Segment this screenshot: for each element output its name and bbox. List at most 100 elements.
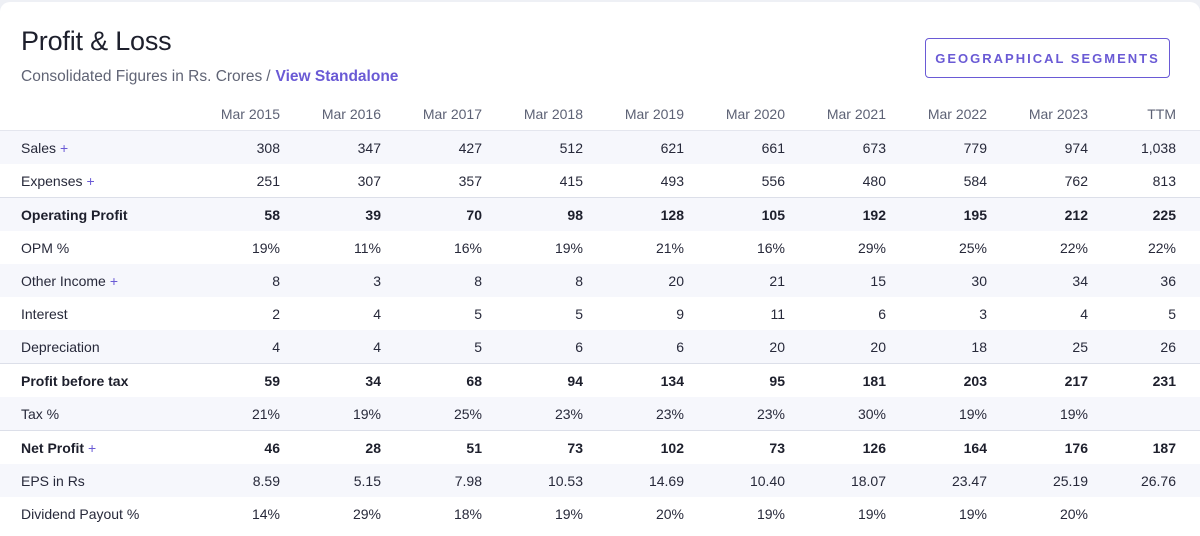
page-title: Profit & Loss bbox=[21, 26, 172, 56]
table-cell: 23.47 bbox=[896, 464, 997, 497]
table-cell: 14% bbox=[251, 505, 280, 522]
table-cell: 25% bbox=[391, 397, 492, 431]
table-cell: 181 bbox=[795, 363, 896, 397]
table-cell: 5 bbox=[391, 330, 492, 364]
expand-row-icon[interactable]: + bbox=[60, 139, 69, 156]
row-label: Dividend Payout % bbox=[21, 505, 140, 522]
table-cell: 307 bbox=[357, 172, 381, 189]
table-cell: 8 bbox=[391, 264, 492, 297]
row-label[interactable]: Net Profit bbox=[21, 439, 84, 456]
row-label-cell: EPS in Rs bbox=[0, 464, 189, 497]
table-cell: 105 bbox=[694, 197, 795, 231]
row-label[interactable]: Other Income bbox=[21, 272, 106, 289]
table-cell: 34 bbox=[290, 363, 391, 397]
table-cell: 347 bbox=[290, 130, 391, 164]
table-cell: 621 bbox=[593, 130, 694, 164]
column-header: Mar 2018 bbox=[492, 97, 593, 131]
table-cell: 217 bbox=[997, 363, 1098, 397]
expand-row-icon[interactable]: + bbox=[88, 439, 97, 456]
table-cell: 5 bbox=[575, 305, 583, 322]
table-cell: 25 bbox=[997, 330, 1098, 364]
row-label-cell[interactable]: Expenses + bbox=[0, 164, 189, 198]
table-cell: 25% bbox=[958, 239, 987, 256]
table-cell: 493 bbox=[660, 172, 684, 189]
table-cell: 30 bbox=[896, 264, 997, 297]
row-label-cell[interactable]: Net Profit + bbox=[0, 430, 189, 464]
row-label[interactable]: Sales bbox=[21, 139, 57, 156]
table-cell: 8 bbox=[492, 264, 593, 297]
table-cell: 415 bbox=[559, 172, 583, 189]
column-header: Mar 2015 bbox=[189, 97, 290, 131]
table-cell: 21% bbox=[189, 397, 290, 431]
table-row: Net Profit +46 28 51 73 102 73 126 164 176 187 bbox=[0, 430, 1200, 464]
table-cell: 20 bbox=[694, 330, 795, 364]
table-cell: 7.98 bbox=[391, 464, 492, 497]
table-cell: 11 bbox=[770, 305, 785, 322]
expand-row-icon[interactable]: + bbox=[86, 172, 95, 189]
profit-loss-table: Mar 2015 Mar 2016 Mar 2017 Mar 2018 Mar 2019… bbox=[0, 97, 1200, 530]
table-cell: 164 bbox=[896, 430, 997, 464]
view-standalone-link[interactable]: View Standalone bbox=[275, 68, 399, 85]
table-cell: 357 bbox=[458, 172, 482, 189]
row-label: EPS in Rs bbox=[21, 472, 85, 489]
table-cell: 6 bbox=[492, 330, 593, 364]
row-label[interactable]: Expenses bbox=[21, 172, 83, 189]
table-cell: 94 bbox=[492, 363, 593, 397]
table-cell: 126 bbox=[795, 430, 896, 464]
table-cell: 20% bbox=[655, 505, 684, 522]
table-cell: 5 bbox=[474, 305, 482, 322]
table-cell: 8.59 bbox=[189, 464, 290, 497]
table-cell: 28 bbox=[290, 430, 391, 464]
table-cell: 21% bbox=[655, 239, 684, 256]
table-cell: 18% bbox=[453, 505, 482, 522]
row-label-cell[interactable]: Other Income + bbox=[0, 264, 189, 297]
table-cell: 4 bbox=[1080, 305, 1088, 322]
subtitle-text: Consolidated Figures in Rs. Crores bbox=[21, 68, 263, 85]
table-cell: 19% bbox=[756, 505, 785, 522]
row-label: Interest bbox=[21, 305, 68, 322]
table-cell: 30% bbox=[795, 397, 896, 431]
table-cell: 195 bbox=[896, 197, 997, 231]
table-cell: 779 bbox=[896, 130, 997, 164]
table-cell: 21 bbox=[694, 264, 795, 297]
table-cell: 26.76 bbox=[1098, 464, 1200, 497]
table-cell: 19% bbox=[554, 505, 583, 522]
row-label: Depreciation bbox=[21, 338, 100, 355]
table-cell: 14.69 bbox=[593, 464, 694, 497]
column-header: TTM bbox=[1098, 97, 1200, 131]
row-label-cell[interactable]: Sales + bbox=[0, 130, 189, 164]
expand-row-icon[interactable]: + bbox=[109, 272, 119, 289]
table-body: Sales +308 347 427 512 621 661 673 779 974 1,038 Ex… bbox=[0, 130, 1200, 531]
table-cell: 3 bbox=[979, 305, 987, 322]
table-cell: 556 bbox=[761, 172, 785, 189]
table-cell: 308 bbox=[189, 130, 290, 164]
table-cell: 4 bbox=[373, 305, 381, 322]
table-cell: 22% bbox=[1059, 239, 1088, 256]
table-cell: 203 bbox=[896, 363, 997, 397]
table-cell: 36 bbox=[1098, 264, 1200, 297]
table-cell: 70 bbox=[391, 197, 492, 231]
table-cell: 762 bbox=[1064, 172, 1088, 189]
table-row: Expenses +251 307 357 415 493 556 480 584 762 813 bbox=[0, 164, 1200, 198]
row-label-cell: Profit before tax bbox=[0, 363, 189, 397]
table-cell: 11% bbox=[354, 239, 381, 256]
table-cell: 2 bbox=[272, 305, 280, 322]
table-cell: 10.40 bbox=[694, 464, 795, 497]
subtitle-separator: / bbox=[266, 68, 271, 85]
table-cell: 480 bbox=[862, 172, 886, 189]
table-cell: 19% bbox=[997, 397, 1098, 431]
table-cell: 4 bbox=[189, 330, 290, 364]
table-cell: 20 bbox=[795, 330, 896, 364]
table-cell: 15 bbox=[795, 264, 896, 297]
table-cell: 18.07 bbox=[795, 464, 896, 497]
column-header: Mar 2020 bbox=[694, 97, 795, 131]
geographical-segments-button[interactable]: GEOGRAPHICAL SEGMENTS bbox=[925, 38, 1170, 78]
table-cell: 187 bbox=[1098, 430, 1200, 464]
table-cell: 251 bbox=[256, 172, 280, 189]
table-cell: 16% bbox=[756, 239, 785, 256]
table-cell: 73 bbox=[492, 430, 593, 464]
row-label-cell: OPM % bbox=[0, 231, 189, 264]
table-cell: 974 bbox=[997, 130, 1098, 164]
table-row: Profit before tax 59 34 68 94 134 95 181 203 217 2… bbox=[0, 363, 1200, 397]
